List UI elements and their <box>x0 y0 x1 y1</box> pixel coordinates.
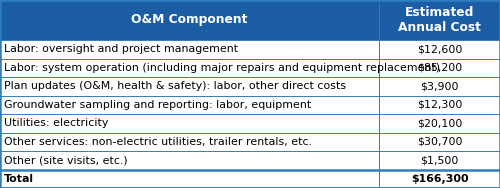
Text: Groundwater sampling and reporting: labor, equipment: Groundwater sampling and reporting: labo… <box>4 100 311 110</box>
Text: Other (site visits, etc.): Other (site visits, etc.) <box>4 155 128 165</box>
Text: Plan updates (O&M, health & safety): labor, other direct costs: Plan updates (O&M, health & safety): lab… <box>4 81 346 91</box>
Bar <box>0 133 500 151</box>
Text: $1,500: $1,500 <box>420 155 459 165</box>
Bar <box>0 151 500 170</box>
Bar <box>0 170 500 188</box>
Bar <box>0 40 500 58</box>
Text: $3,900: $3,900 <box>420 81 459 91</box>
Text: $12,600: $12,600 <box>417 44 462 54</box>
Text: O&M Component: O&M Component <box>132 14 248 27</box>
Text: Total: Total <box>4 174 34 184</box>
Text: Utilities: electricity: Utilities: electricity <box>4 118 108 128</box>
Bar <box>0 77 500 96</box>
Text: Labor: oversight and project management: Labor: oversight and project management <box>4 44 238 54</box>
Text: Estimated
Annual Cost: Estimated Annual Cost <box>398 6 481 34</box>
Bar <box>0 58 500 77</box>
Text: Other services: non-electric utilities, trailer rentals, etc.: Other services: non-electric utilities, … <box>4 137 312 147</box>
Text: $166,300: $166,300 <box>410 174 469 184</box>
Bar <box>0 0 500 40</box>
Bar <box>0 96 500 114</box>
Text: $12,300: $12,300 <box>417 100 462 110</box>
Text: Labor: system operation (including major repairs and equipment replacement): Labor: system operation (including major… <box>4 63 440 73</box>
Bar <box>0 114 500 133</box>
Text: $30,700: $30,700 <box>417 137 462 147</box>
Text: $85,200: $85,200 <box>417 63 462 73</box>
Text: $20,100: $20,100 <box>417 118 462 128</box>
